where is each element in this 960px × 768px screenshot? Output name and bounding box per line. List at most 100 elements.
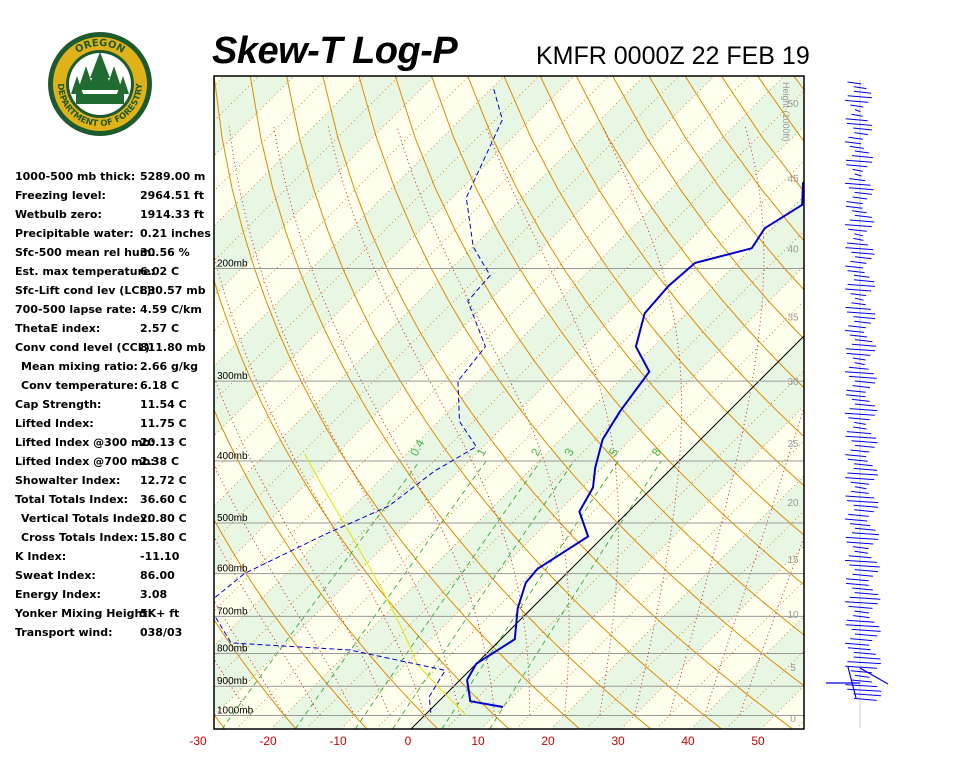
dry-adiabat <box>394 76 804 636</box>
wind-barb <box>847 500 879 504</box>
wind-barb <box>851 113 863 117</box>
wind-barb <box>846 242 869 246</box>
index-row: Lifted Index @300 mb: 20.13 C <box>15 434 215 453</box>
wind-barb <box>854 362 865 366</box>
index-label: Freezing level: <box>15 189 106 202</box>
wind-barb <box>845 536 879 540</box>
wind-barb <box>847 661 881 665</box>
index-row: Mean mixing ratio: 2.66 g/kg <box>15 358 215 377</box>
wind-barb <box>846 619 875 623</box>
isotherm-band <box>0 76 154 729</box>
index-label: Conv temperature: <box>21 379 139 392</box>
wind-barb <box>854 214 872 218</box>
wind-barb <box>844 559 877 563</box>
moist-adiabat <box>396 126 570 716</box>
wind-barb <box>854 339 873 343</box>
pressure-label: 200mb <box>217 258 248 269</box>
index-value: 2964.51 ft <box>140 189 204 202</box>
wind-barb <box>851 343 877 347</box>
wind-barb <box>852 385 871 389</box>
index-value: 4.59 C/km <box>140 303 202 316</box>
wind-barb <box>851 251 875 255</box>
dry-adiabat <box>286 76 723 729</box>
wind-barb <box>851 302 866 306</box>
wind-barb <box>852 587 873 591</box>
wind-barb <box>852 398 870 402</box>
wind-barb <box>846 122 873 126</box>
wind-barb <box>853 467 878 471</box>
index-row: ThetaE index: 2.57 C <box>15 320 215 339</box>
isotherm-band <box>214 76 434 296</box>
wind-barb <box>846 431 872 435</box>
height-tick-label: 30 <box>787 377 799 388</box>
wind-barb <box>845 435 877 439</box>
oregon-forestry-logo: OREGON DEPARTMENT OF FORESTRY <box>48 32 152 136</box>
wind-barb <box>845 624 880 628</box>
isotherm-band <box>691 616 804 729</box>
isotherm <box>0 76 154 729</box>
wind-barb <box>854 380 876 384</box>
x-tick-label: 40 <box>681 734 695 748</box>
wind-barb <box>854 509 874 513</box>
index-row: Lifted Index: 11.75 C <box>15 415 215 434</box>
wind-barb <box>847 283 875 287</box>
index-value: 811.80 mb <box>140 341 206 354</box>
wind-barb <box>849 596 881 600</box>
wind-barb <box>848 187 874 191</box>
index-row: 1000-500 mb thick: 5289.00 m <box>15 168 215 187</box>
wind-barb <box>846 311 876 315</box>
index-label: 1000-500 mb thick: <box>15 170 136 183</box>
index-row: Transport wind: 038/03 <box>15 624 215 643</box>
index-row: Conv cond level (CCL): 811.80 mb <box>15 339 215 358</box>
wind-barb <box>849 564 880 568</box>
pressure-label: 700mb <box>217 606 248 617</box>
wind-barb <box>848 605 873 609</box>
index-label: Wetbulb zero: <box>15 208 102 221</box>
wind-barb <box>850 679 873 683</box>
pressure-label: 1000mb <box>217 705 254 716</box>
index-label: ThetaE index: <box>15 322 101 335</box>
wind-barb <box>848 366 869 370</box>
wind-barb <box>853 651 876 655</box>
isotherm-band <box>831 76 960 729</box>
wind-barb <box>852 168 863 172</box>
wind-barb <box>846 201 863 205</box>
index-label: Lifted Index: <box>15 417 94 430</box>
wind-barb <box>854 150 870 154</box>
wind-barb <box>854 297 864 301</box>
wind-barb <box>847 95 872 99</box>
wind-barb <box>853 426 867 430</box>
x-tick-label: -10 <box>329 734 347 748</box>
index-row: Sfc-Lift cond lev (LCL): 830.57 mb <box>15 282 215 301</box>
wind-barb <box>854 256 872 260</box>
height-tick-label: 40 <box>787 245 799 256</box>
wind-barb <box>844 141 862 145</box>
isotherm <box>831 76 960 729</box>
wind-barb <box>851 490 869 494</box>
x-tick-label: -20 <box>259 734 277 748</box>
wind-barb <box>852 546 869 550</box>
sounding-indices-panel: 1000-500 mb thick: 5289.00 m Freezing leve… <box>15 168 215 643</box>
wind-barb <box>846 164 868 168</box>
index-value: 2.57 C <box>140 322 180 335</box>
wind-barb <box>849 334 868 338</box>
wind-barb <box>854 109 861 113</box>
chart-title: Skew-T Log-P <box>212 30 458 72</box>
wind-barb <box>847 666 857 699</box>
wind-barb <box>853 504 879 508</box>
wind-barb <box>847 647 871 651</box>
moist-adiabat <box>228 126 460 716</box>
wind-barb <box>845 329 865 333</box>
wind-barb <box>854 610 869 614</box>
wind-barb <box>854 421 866 425</box>
wind-barb <box>846 582 869 586</box>
wind-barb <box>854 191 873 195</box>
isotherm-band <box>214 76 804 716</box>
wind-barb <box>845 412 875 416</box>
wind-barb <box>850 481 870 485</box>
wind-barb <box>850 104 864 108</box>
wind-profile <box>826 80 889 728</box>
index-label: K Index: <box>15 550 67 563</box>
index-row: Cross Totals Index: 15.80 C <box>15 529 215 548</box>
